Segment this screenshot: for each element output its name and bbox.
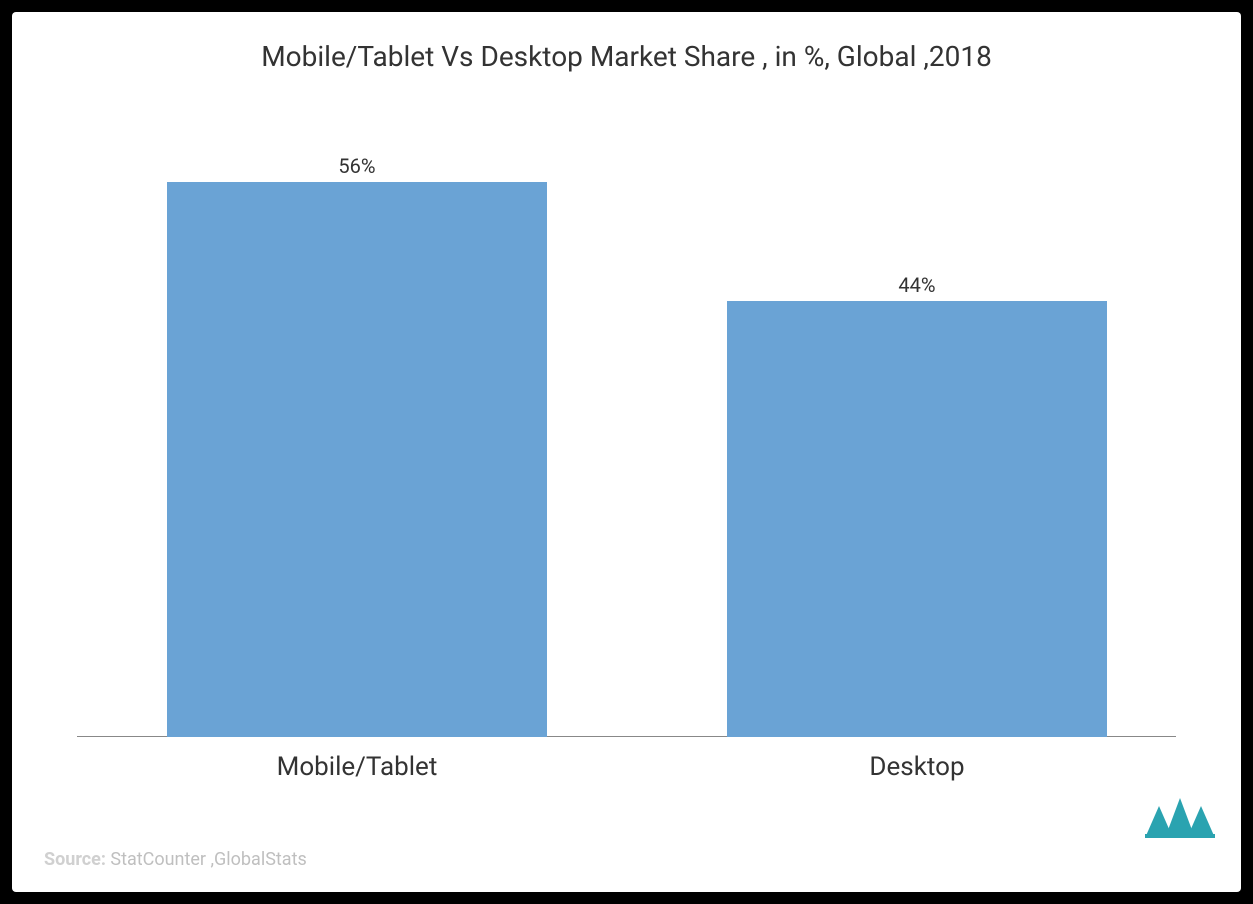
x-axis-labels: Mobile/Tablet Desktop	[77, 752, 1176, 792]
mi-logo-icon	[1145, 798, 1215, 838]
chart-title: Mobile/Tablet Vs Desktop Market Share , …	[12, 12, 1241, 76]
chart-card: Mobile/Tablet Vs Desktop Market Share , …	[12, 12, 1241, 892]
source-label: Source:	[44, 849, 106, 870]
plot-area: 56% 44%	[77, 142, 1176, 737]
x-label-desktop: Desktop	[727, 752, 1107, 782]
bar-rect	[167, 182, 547, 737]
source-line: Source: StatCounter ,GlobalStats	[44, 849, 307, 870]
source-text: StatCounter ,GlobalStats	[106, 849, 307, 870]
bar-rect	[727, 301, 1107, 737]
bar-mobile-tablet: 56%	[167, 182, 547, 737]
bar-desktop: 44%	[727, 301, 1107, 737]
bar-value-label: 56%	[167, 154, 547, 178]
x-label-mobile-tablet: Mobile/Tablet	[167, 752, 547, 782]
bar-value-label: 44%	[727, 273, 1107, 297]
